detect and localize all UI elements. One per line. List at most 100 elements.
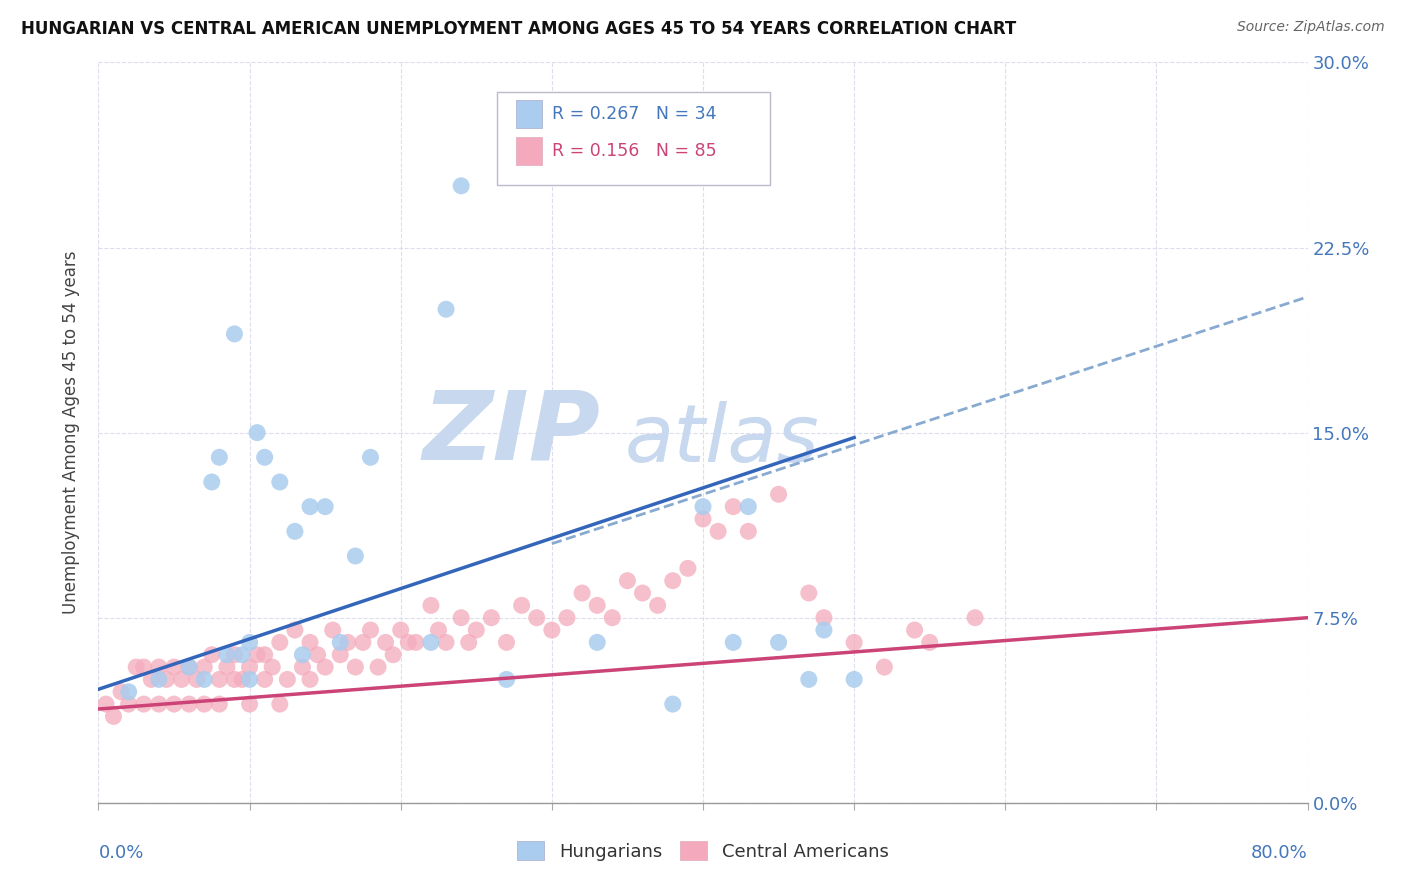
- Text: ZIP: ZIP: [422, 386, 600, 479]
- Text: R = 0.267   N = 34: R = 0.267 N = 34: [551, 105, 716, 123]
- Point: [352, 635, 374, 649]
- Point: [269, 635, 291, 649]
- Point: [224, 648, 246, 662]
- Point: [284, 623, 307, 637]
- Point: [510, 599, 533, 613]
- Point: [239, 673, 262, 687]
- Point: [586, 599, 609, 613]
- Point: [208, 450, 231, 465]
- Point: [253, 673, 276, 687]
- Point: [737, 500, 759, 514]
- Point: [555, 610, 578, 624]
- Point: [420, 635, 443, 649]
- Point: [844, 635, 866, 649]
- Point: [904, 623, 927, 637]
- Point: [336, 635, 359, 649]
- Point: [224, 673, 246, 687]
- Point: [813, 623, 835, 637]
- Point: [329, 635, 352, 649]
- Point: [132, 697, 155, 711]
- Point: [110, 685, 132, 699]
- FancyBboxPatch shape: [498, 92, 769, 185]
- Point: [239, 635, 262, 649]
- Point: [616, 574, 638, 588]
- Text: atlas: atlas: [624, 401, 820, 479]
- Point: [457, 635, 479, 649]
- Point: [631, 586, 654, 600]
- Point: [692, 512, 714, 526]
- Point: [215, 648, 238, 662]
- Point: [450, 178, 472, 193]
- Point: [495, 635, 517, 649]
- Point: [208, 673, 231, 687]
- Point: [367, 660, 389, 674]
- Point: [844, 673, 866, 687]
- Point: [170, 673, 193, 687]
- Point: [269, 475, 291, 489]
- Point: [420, 599, 443, 613]
- Point: [405, 635, 427, 649]
- Point: [360, 450, 382, 465]
- Point: [132, 660, 155, 674]
- Point: [813, 610, 835, 624]
- Text: 0.0%: 0.0%: [98, 844, 143, 862]
- Legend: Hungarians, Central Americans: Hungarians, Central Americans: [510, 834, 896, 868]
- Point: [208, 697, 231, 711]
- Point: [797, 586, 820, 600]
- Point: [737, 524, 759, 539]
- Point: [768, 635, 790, 649]
- Point: [231, 648, 253, 662]
- Point: [382, 648, 405, 662]
- Point: [179, 660, 201, 674]
- Point: [246, 425, 269, 440]
- Point: [344, 660, 367, 674]
- Point: [215, 660, 238, 674]
- Text: Source: ZipAtlas.com: Source: ZipAtlas.com: [1237, 20, 1385, 34]
- Point: [118, 685, 141, 699]
- Point: [291, 648, 314, 662]
- Bar: [516, 137, 543, 165]
- Point: [148, 697, 170, 711]
- Point: [918, 635, 941, 649]
- Text: R = 0.156   N = 85: R = 0.156 N = 85: [551, 143, 717, 161]
- Point: [396, 635, 419, 649]
- Point: [239, 660, 262, 674]
- Point: [661, 574, 683, 588]
- Point: [148, 673, 170, 687]
- Point: [163, 660, 186, 674]
- Point: [299, 673, 322, 687]
- Point: [797, 673, 820, 687]
- Point: [186, 673, 208, 687]
- Bar: [516, 100, 543, 128]
- Point: [692, 500, 714, 514]
- Text: HUNGARIAN VS CENTRAL AMERICAN UNEMPLOYMENT AMONG AGES 45 TO 54 YEARS CORRELATION: HUNGARIAN VS CENTRAL AMERICAN UNEMPLOYME…: [21, 20, 1017, 37]
- Point: [276, 673, 298, 687]
- Point: [374, 635, 396, 649]
- Point: [269, 697, 291, 711]
- Point: [179, 660, 201, 674]
- Point: [965, 610, 987, 624]
- Point: [465, 623, 488, 637]
- Point: [118, 697, 141, 711]
- Point: [141, 673, 163, 687]
- Point: [314, 500, 336, 514]
- Point: [526, 610, 548, 624]
- Point: [427, 623, 450, 637]
- Point: [179, 697, 201, 711]
- Point: [253, 648, 276, 662]
- Point: [723, 635, 745, 649]
- Point: [284, 524, 307, 539]
- Point: [481, 610, 503, 624]
- Point: [148, 660, 170, 674]
- Point: [329, 648, 352, 662]
- Point: [201, 648, 224, 662]
- Point: [647, 599, 669, 613]
- Point: [707, 524, 730, 539]
- Point: [253, 450, 276, 465]
- Y-axis label: Unemployment Among Ages 45 to 54 years: Unemployment Among Ages 45 to 54 years: [62, 251, 80, 615]
- Point: [193, 673, 215, 687]
- Point: [360, 623, 382, 637]
- Point: [125, 660, 148, 674]
- Point: [586, 635, 609, 649]
- Point: [291, 660, 314, 674]
